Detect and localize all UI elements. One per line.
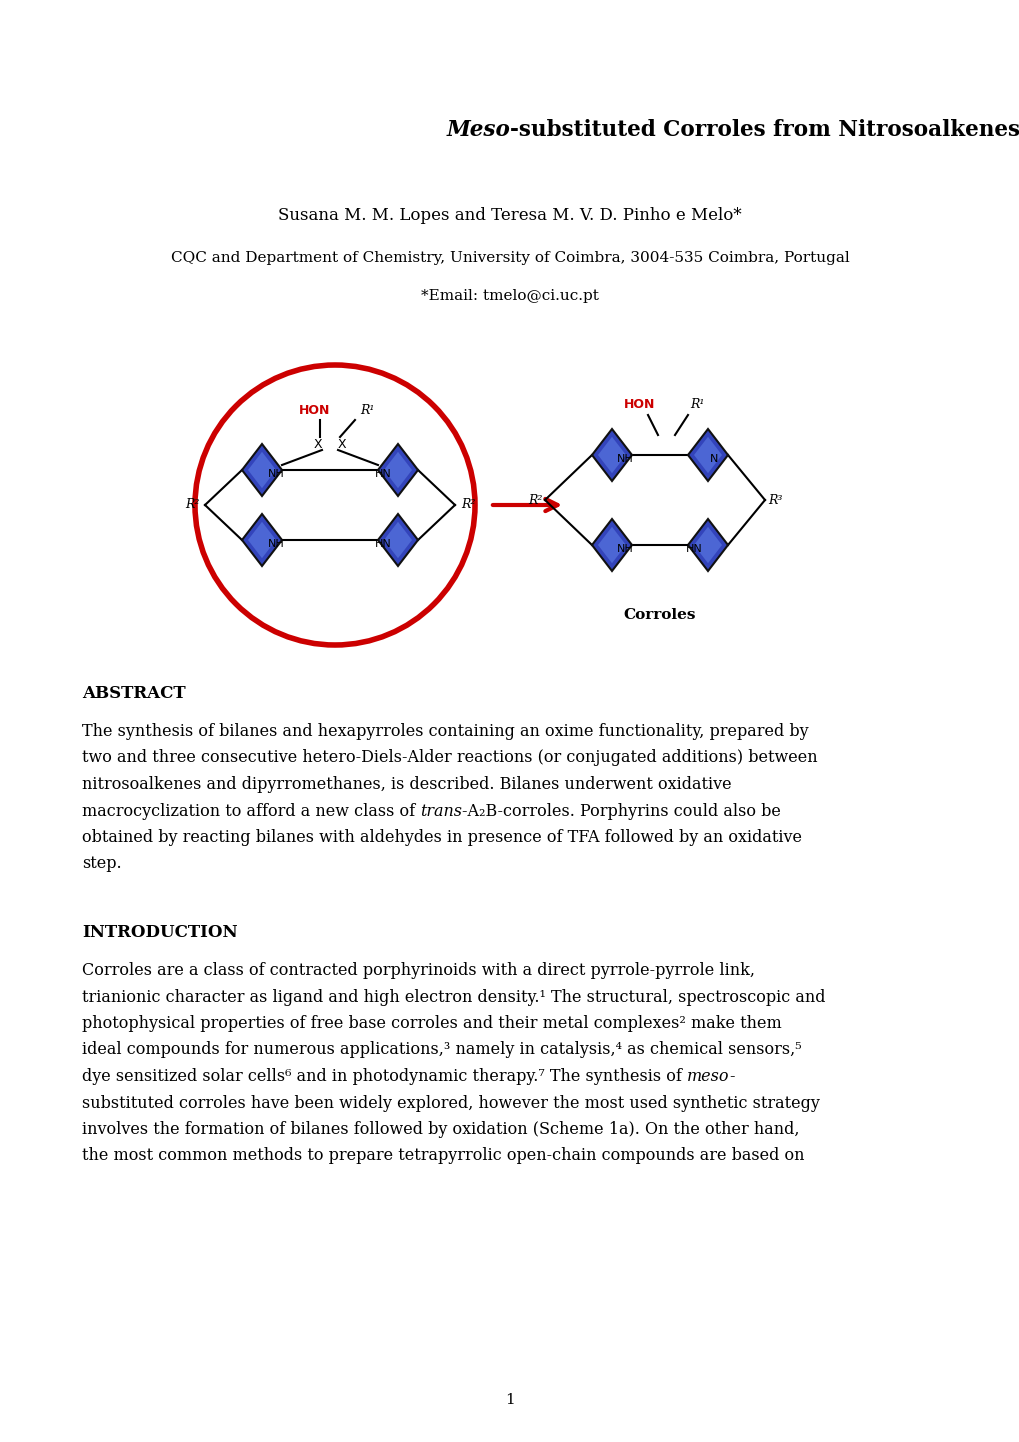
Polygon shape — [248, 522, 276, 558]
Polygon shape — [597, 526, 626, 564]
Text: 1: 1 — [504, 1393, 515, 1407]
Text: nitrosoalkenes and dipyrromethanes, is described. Bilanes underwent oxidative: nitrosoalkenes and dipyrromethanes, is d… — [82, 776, 731, 793]
Text: CQC and Department of Chemistry, University of Coimbra, 3004-535 Coimbra, Portug: CQC and Department of Chemistry, Univers… — [170, 251, 849, 265]
Text: R¹: R¹ — [689, 398, 704, 411]
Polygon shape — [688, 519, 728, 571]
Text: HON: HON — [624, 398, 655, 411]
Text: involves the formation of bilanes followed by oxidation (Scheme 1a). On the othe: involves the formation of bilanes follow… — [82, 1120, 799, 1138]
Text: trianionic character as ligand and high electron density.¹ The structural, spect: trianionic character as ligand and high … — [82, 989, 824, 1005]
Text: step.: step. — [82, 855, 121, 872]
Text: ABSTRACT: ABSTRACT — [82, 685, 185, 702]
Polygon shape — [383, 451, 412, 489]
Text: HN: HN — [375, 539, 391, 549]
Text: -substituted Corroles from Nitrosoalkenes and Dipyrromethanes: -substituted Corroles from Nitrosoalkene… — [510, 120, 1019, 141]
Text: X: X — [337, 438, 346, 451]
Text: ideal compounds for numerous applications,³ namely in catalysis,⁴ as chemical se: ideal compounds for numerous application… — [82, 1041, 801, 1058]
Text: substituted corroles have been widely explored, however the most used synthetic : substituted corroles have been widely ex… — [82, 1094, 819, 1112]
Polygon shape — [693, 526, 721, 564]
Text: HN: HN — [375, 469, 391, 479]
Polygon shape — [378, 444, 418, 496]
Text: NH: NH — [616, 454, 633, 464]
Polygon shape — [383, 522, 412, 558]
Text: NH: NH — [268, 469, 284, 479]
Text: N: N — [709, 454, 717, 464]
Polygon shape — [597, 437, 626, 473]
Text: Corroles are a class of contracted porphyrinoids with a direct pyrrole-pyrrole l: Corroles are a class of contracted porph… — [82, 962, 754, 979]
Text: R¹: R¹ — [360, 404, 374, 417]
Polygon shape — [693, 437, 721, 473]
Polygon shape — [591, 430, 632, 482]
Polygon shape — [591, 519, 632, 571]
Text: HON: HON — [299, 404, 330, 417]
Text: NH: NH — [616, 544, 633, 554]
Text: the most common methods to prepare tetrapyrrolic open-chain compounds are based : the most common methods to prepare tetra… — [82, 1148, 804, 1165]
Text: trans: trans — [420, 803, 462, 819]
Polygon shape — [242, 513, 281, 567]
Text: photophysical properties of free base corroles and their metal complexes² make t: photophysical properties of free base co… — [82, 1015, 781, 1032]
Text: macrocyclization to afford a new class of: macrocyclization to afford a new class o… — [82, 803, 420, 819]
Text: meso: meso — [687, 1069, 729, 1084]
Text: dye sensitized solar cells⁶ and in photodynamic therapy.⁷ The synthesis of: dye sensitized solar cells⁶ and in photo… — [82, 1069, 687, 1084]
Text: The synthesis of bilanes and hexapyrroles containing an oxime functionality, pre: The synthesis of bilanes and hexapyrrole… — [82, 722, 808, 740]
Polygon shape — [248, 451, 276, 489]
Text: Meso: Meso — [445, 120, 510, 141]
Text: Susana M. M. Lopes and Teresa M. V. D. Pinho e Melo*: Susana M. M. Lopes and Teresa M. V. D. P… — [278, 206, 741, 224]
Text: Corroles: Corroles — [624, 609, 696, 622]
Polygon shape — [378, 513, 418, 567]
Text: X: X — [314, 438, 322, 451]
Text: R³: R³ — [767, 493, 782, 506]
Text: R²: R² — [461, 499, 475, 512]
Text: *Email: tmelo@ci.uc.pt: *Email: tmelo@ci.uc.pt — [421, 288, 598, 303]
Text: -: - — [729, 1069, 735, 1084]
Polygon shape — [688, 430, 728, 482]
Text: -A₂B-corroles. Porphyrins could also be: -A₂B-corroles. Porphyrins could also be — [462, 803, 781, 819]
Polygon shape — [242, 444, 281, 496]
Text: R²: R² — [184, 499, 199, 512]
Text: INTRODUCTION: INTRODUCTION — [82, 924, 237, 942]
Text: NH: NH — [268, 539, 284, 549]
Text: R²: R² — [527, 493, 542, 506]
Text: obtained by reacting bilanes with aldehydes in presence of TFA followed by an ox: obtained by reacting bilanes with aldehy… — [82, 829, 801, 846]
Text: two and three consecutive hetero-Diels-Alder reactions (or conjugated additions): two and three consecutive hetero-Diels-A… — [82, 750, 817, 767]
Text: HN: HN — [686, 544, 702, 554]
